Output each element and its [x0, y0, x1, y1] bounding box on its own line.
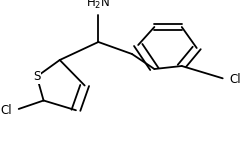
Text: Cl: Cl	[229, 73, 241, 86]
Text: Cl: Cl	[1, 104, 12, 117]
Text: H$_2$N: H$_2$N	[86, 0, 110, 11]
Text: S: S	[33, 70, 41, 83]
